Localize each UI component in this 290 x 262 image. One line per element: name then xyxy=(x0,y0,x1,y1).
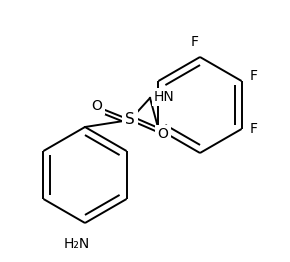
Text: O: O xyxy=(92,99,102,113)
Text: H₂N: H₂N xyxy=(64,237,90,251)
Text: O: O xyxy=(157,127,168,141)
Text: S: S xyxy=(125,112,135,128)
Text: F: F xyxy=(250,69,258,83)
Text: HN: HN xyxy=(154,90,175,104)
Text: F: F xyxy=(250,122,258,136)
Text: F: F xyxy=(191,35,199,49)
